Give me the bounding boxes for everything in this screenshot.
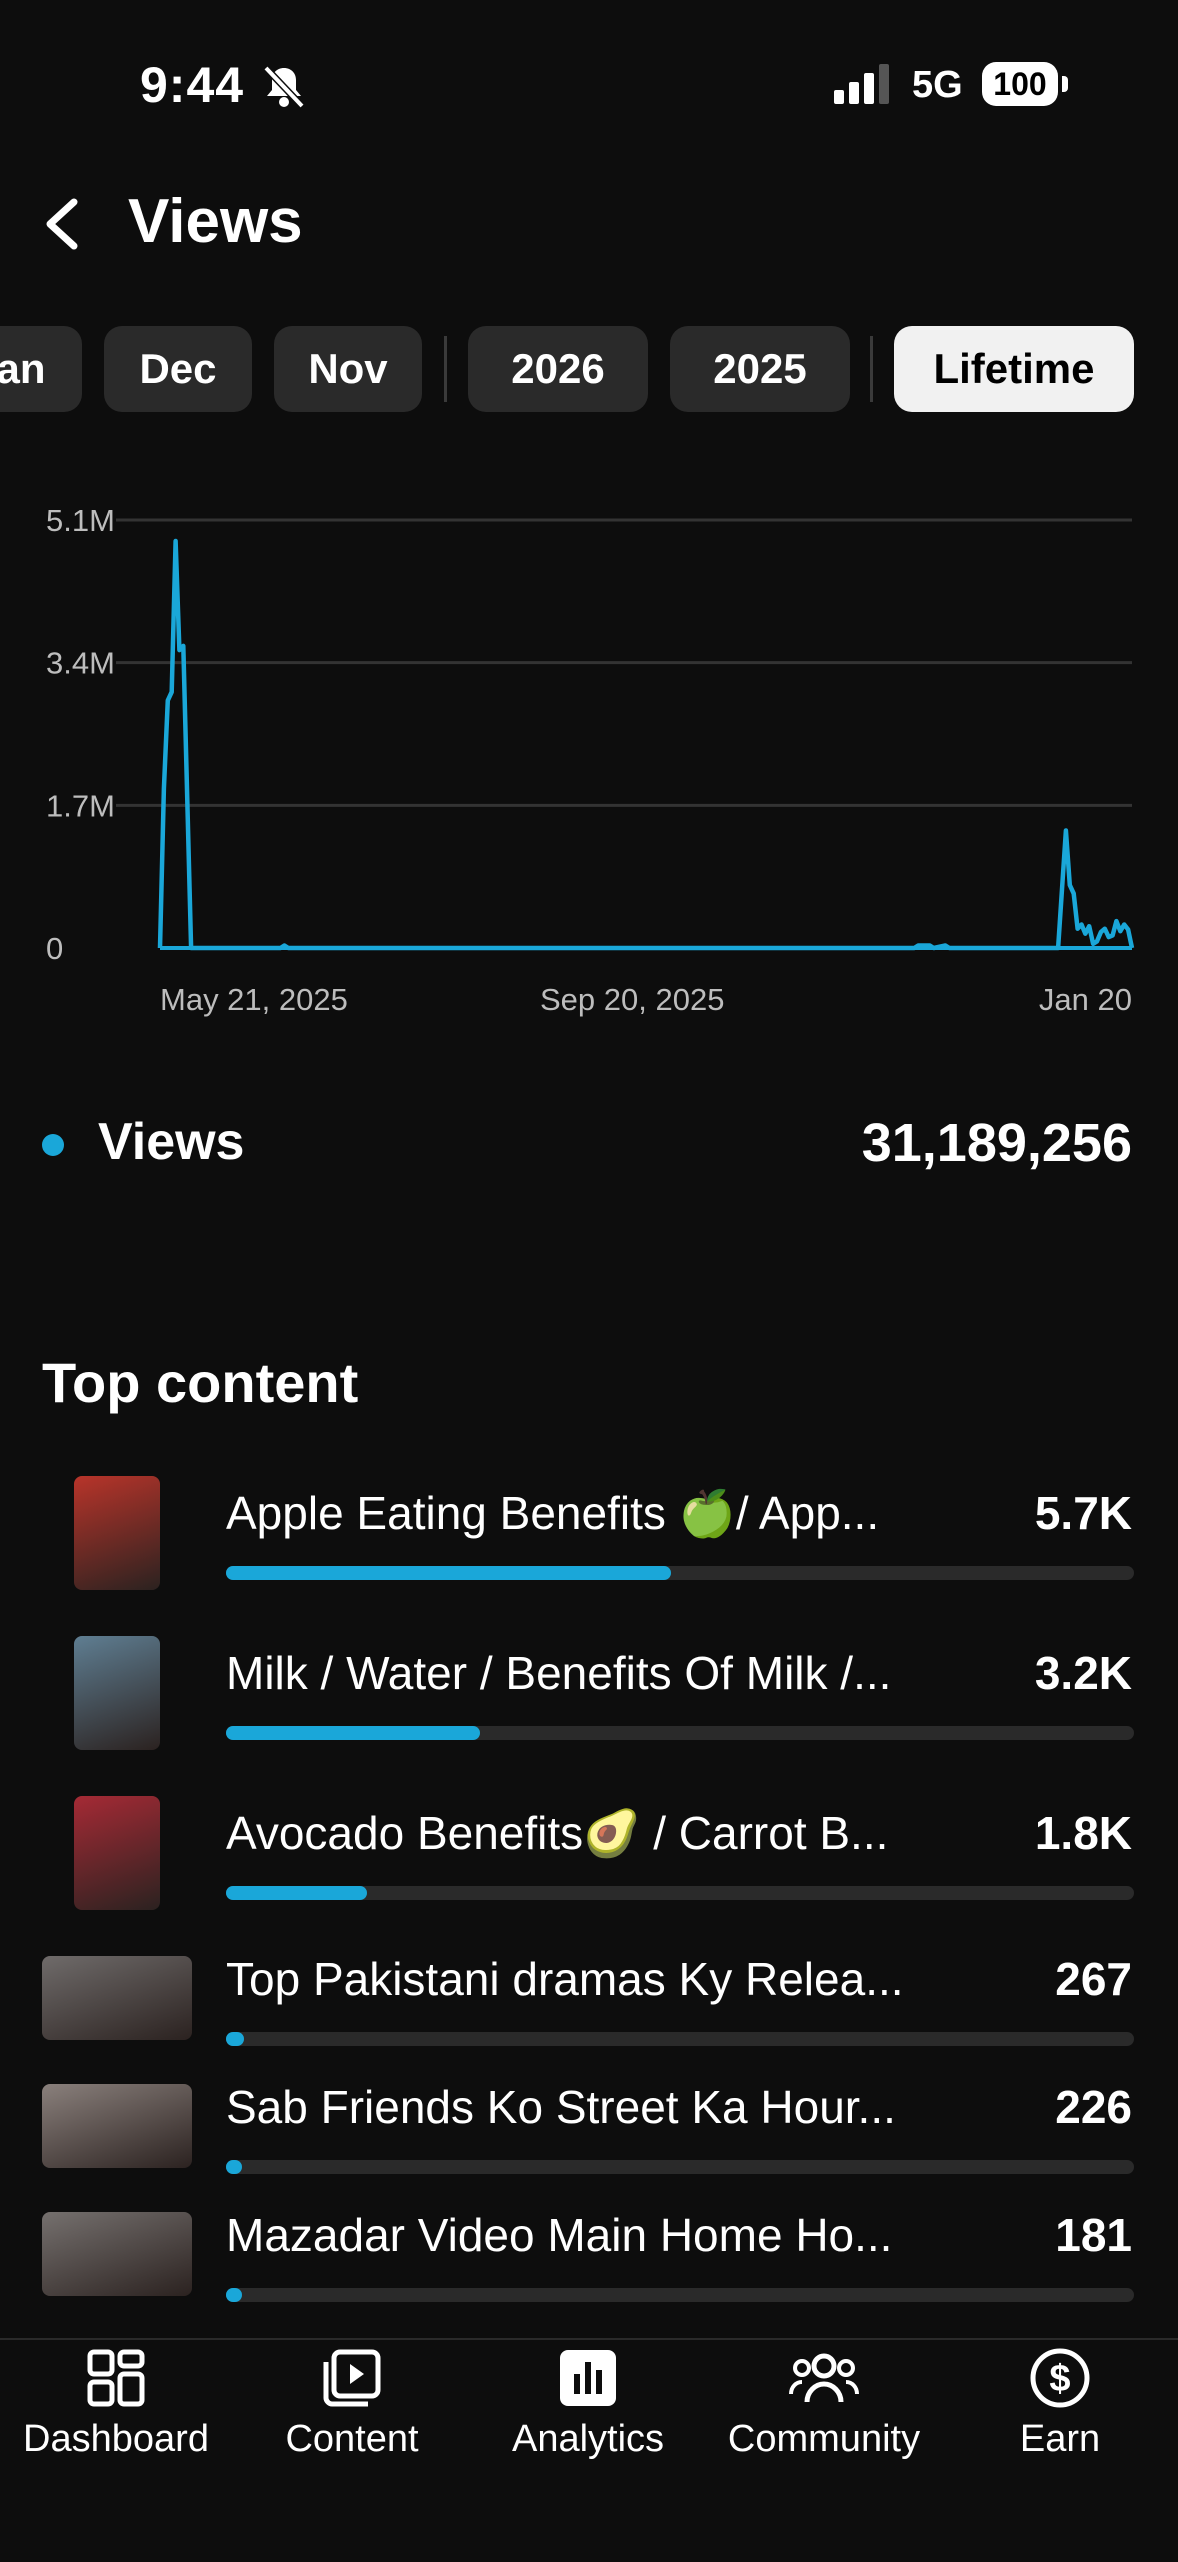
content-icon [323, 2349, 381, 2407]
progress-track [226, 2032, 1134, 2046]
content-title: Apple Eating Benefits 🍏/ App... [226, 1487, 880, 1539]
nav-earn[interactable]: $ Earn [942, 2346, 1178, 2461]
content-views: 5.7K [1034, 1487, 1132, 1539]
progress-track [226, 1566, 1134, 1580]
y-tick-label: 5.1M [46, 503, 115, 538]
views-chart[interactable]: 0 1.7M 3.4M 5.1M May 21, 2025 Sep 20, 2025 Jan… [0, 480, 1178, 1040]
status-time: 9:44 [140, 57, 245, 113]
progress-track [226, 1726, 1134, 1740]
tab-divider [444, 336, 447, 402]
content-title: Milk / Water / Benefits Of Milk /... [226, 1647, 892, 1699]
nav-content[interactable]: Content [234, 2346, 470, 2461]
nav-community[interactable]: Community [706, 2346, 942, 2461]
nav-label: Analytics [511, 2418, 665, 2460]
x-tick-label: Sep 20, 2025 [540, 982, 724, 1017]
progress-fill [226, 1566, 671, 1580]
content-thumbnail [74, 1796, 160, 1910]
content-views: 1.8K [1034, 1807, 1132, 1859]
back-icon[interactable] [40, 196, 84, 252]
tab-2025[interactable]: 2025 [670, 326, 850, 412]
tab-2026[interactable]: 2026 [468, 326, 648, 412]
content-views: 3.2K [1034, 1647, 1132, 1699]
y-tick-label: 0 [46, 931, 63, 966]
battery-icon: 100 [982, 62, 1058, 106]
progress-fill [226, 2032, 245, 2046]
tab-jan[interactable]: an [0, 326, 82, 412]
nav-label: Dashboard [23, 2418, 209, 2460]
progress-fill [226, 1726, 481, 1740]
content-thumbnail [42, 2212, 192, 2296]
content-title: Top Pakistani dramas Ky Relea... [226, 1953, 904, 2005]
content-thumbnail [74, 1476, 160, 1590]
community-icon [789, 2353, 859, 2403]
progress-track [226, 2288, 1134, 2302]
analytics-icon [560, 2350, 616, 2406]
nav-label: Earn [1019, 2418, 1101, 2460]
top-content-title: Top content [42, 1351, 359, 1414]
progress-track [226, 1886, 1134, 1900]
progress-track [226, 2160, 1134, 2174]
svg-text:$: $ [1049, 2358, 1070, 2400]
bell-muted-icon [263, 65, 305, 109]
progress-fill [226, 1886, 367, 1900]
dashboard-icon [87, 2349, 145, 2407]
y-tick-label: 1.7M [46, 788, 115, 823]
content-title: Avocado Benefits🥑 / Carrot B... [226, 1807, 889, 1859]
content-thumbnail [42, 2084, 192, 2168]
tab-dec[interactable]: Dec [104, 326, 252, 412]
series-line-views [157, 538, 1135, 951]
content-views: 267 [1055, 1953, 1132, 2005]
nav-label: Content [285, 2418, 419, 2460]
y-tick-label: 3.4M [46, 646, 115, 681]
tab-lifetime[interactable]: Lifetime [894, 326, 1134, 412]
content-title: Mazadar Video Main Home Ho... [226, 2209, 893, 2261]
tab-divider [870, 336, 873, 402]
nav-dashboard[interactable]: Dashboard [0, 2346, 234, 2461]
x-tick-label: May 21, 2025 [160, 982, 348, 1017]
network-label: 5G [912, 64, 963, 106]
views-total: 31,189,256 [861, 1113, 1132, 1173]
content-title: Sab Friends Ko Street Ka Hour... [226, 2081, 896, 2133]
content-views: 226 [1055, 2081, 1132, 2133]
page-title: Views [128, 187, 303, 256]
x-tick-label: Jan 20 [1039, 982, 1132, 1017]
nav-analytics[interactable]: Analytics [470, 2346, 706, 2461]
content-thumbnail [74, 1636, 160, 1750]
period-tabs: an Dec Nov 2026 2025 Lifetime [0, 326, 1178, 412]
earn-icon: $ [1030, 2348, 1090, 2408]
battery-tip [1062, 76, 1068, 92]
content-views: 181 [1055, 2209, 1132, 2261]
legend-dot [42, 1134, 64, 1156]
signal-icon [834, 64, 889, 104]
content-thumbnail [42, 1956, 192, 2040]
tab-nov[interactable]: Nov [274, 326, 422, 412]
nav-label: Community [727, 2418, 921, 2460]
progress-fill [226, 2160, 243, 2174]
progress-fill [226, 2288, 242, 2302]
legend-label: Views [98, 1113, 245, 1171]
